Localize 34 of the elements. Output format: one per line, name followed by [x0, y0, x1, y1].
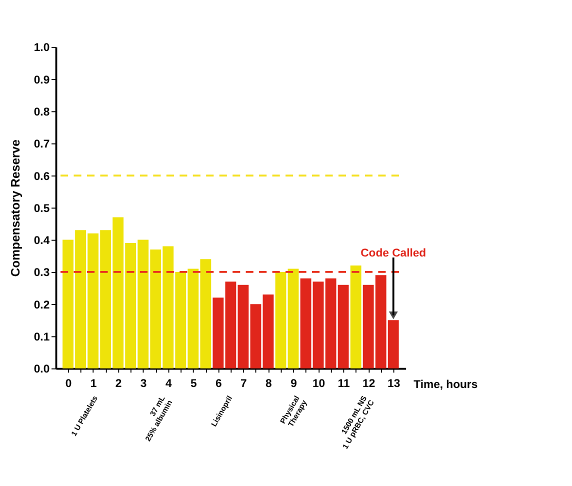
x-tick-label: 4: [165, 378, 172, 390]
x-tick-label: 12: [362, 378, 376, 390]
x-tick-label: 8: [266, 378, 272, 390]
y-tick-label: 1.0: [34, 42, 50, 54]
x-tick-label: 3: [140, 378, 147, 390]
y-tick-label: 0.3: [34, 267, 50, 280]
y-tick-label: 0.9: [34, 74, 50, 86]
y-tick-label: 0.5: [34, 202, 50, 215]
y-tick-label: 0.1: [34, 332, 50, 344]
x-tick-label: 1: [90, 378, 97, 390]
bar: [250, 304, 262, 368]
x-tick-label: 0: [65, 378, 72, 390]
x-tick-label: 6: [215, 378, 222, 390]
y-tick-label: 0.6: [34, 170, 50, 183]
x-tick-label: 7: [240, 378, 247, 390]
x-axis-title: Time, hours: [414, 378, 478, 391]
y-tick-label: 0.8: [34, 106, 50, 118]
y-tick-label: 0.4: [34, 235, 50, 248]
y-tick-label: 0.0: [34, 364, 50, 376]
annotation: Code Called: [360, 247, 426, 260]
bar: [350, 266, 362, 368]
bar: [262, 294, 274, 368]
bar: [288, 268, 299, 368]
x-tick-label: 2: [115, 378, 122, 390]
x-tick-label: 10: [312, 378, 326, 390]
x-tick-label: 11: [338, 378, 350, 390]
bar: [275, 272, 286, 368]
y-axis-title: Compensatory Reserve: [8, 139, 23, 277]
y-tick-label: 0.7: [34, 138, 50, 151]
x-tick-label: 5: [190, 378, 197, 390]
x-tick-label: 13: [388, 378, 400, 390]
bar: [300, 278, 312, 368]
x-tick-label: 9: [290, 378, 297, 390]
y-tick-label: 0.2: [34, 299, 50, 312]
